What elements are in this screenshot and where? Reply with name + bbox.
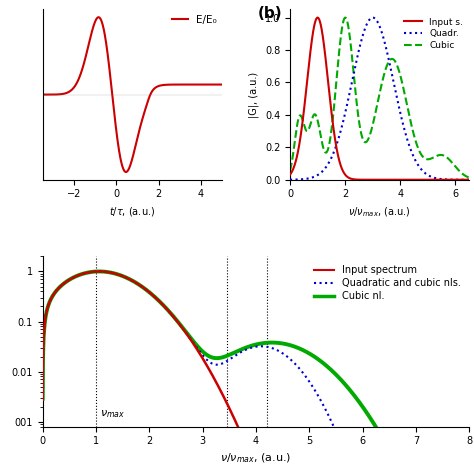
Text: (b): (b) [258,6,283,21]
Legend: Input s., Quadr., Cubic: Input s., Quadr., Cubic [400,14,466,54]
Legend: E/E₀: E/E₀ [172,15,217,25]
X-axis label: $\nu/\nu_{max}$, (a.u.): $\nu/\nu_{max}$, (a.u.) [220,452,292,465]
X-axis label: $t/\tau$, (a.u.): $t/\tau$, (a.u.) [109,205,155,218]
Legend: Input spectrum, Quadratic and cubic nls., Cubic nl.: Input spectrum, Quadratic and cubic nls.… [310,261,465,305]
Y-axis label: |G|, (a.u.): |G|, (a.u.) [249,72,259,118]
X-axis label: $\nu/\nu_{max}$, (a.u.): $\nu/\nu_{max}$, (a.u.) [348,205,411,219]
Text: $\nu_{max}$: $\nu_{max}$ [100,408,126,419]
